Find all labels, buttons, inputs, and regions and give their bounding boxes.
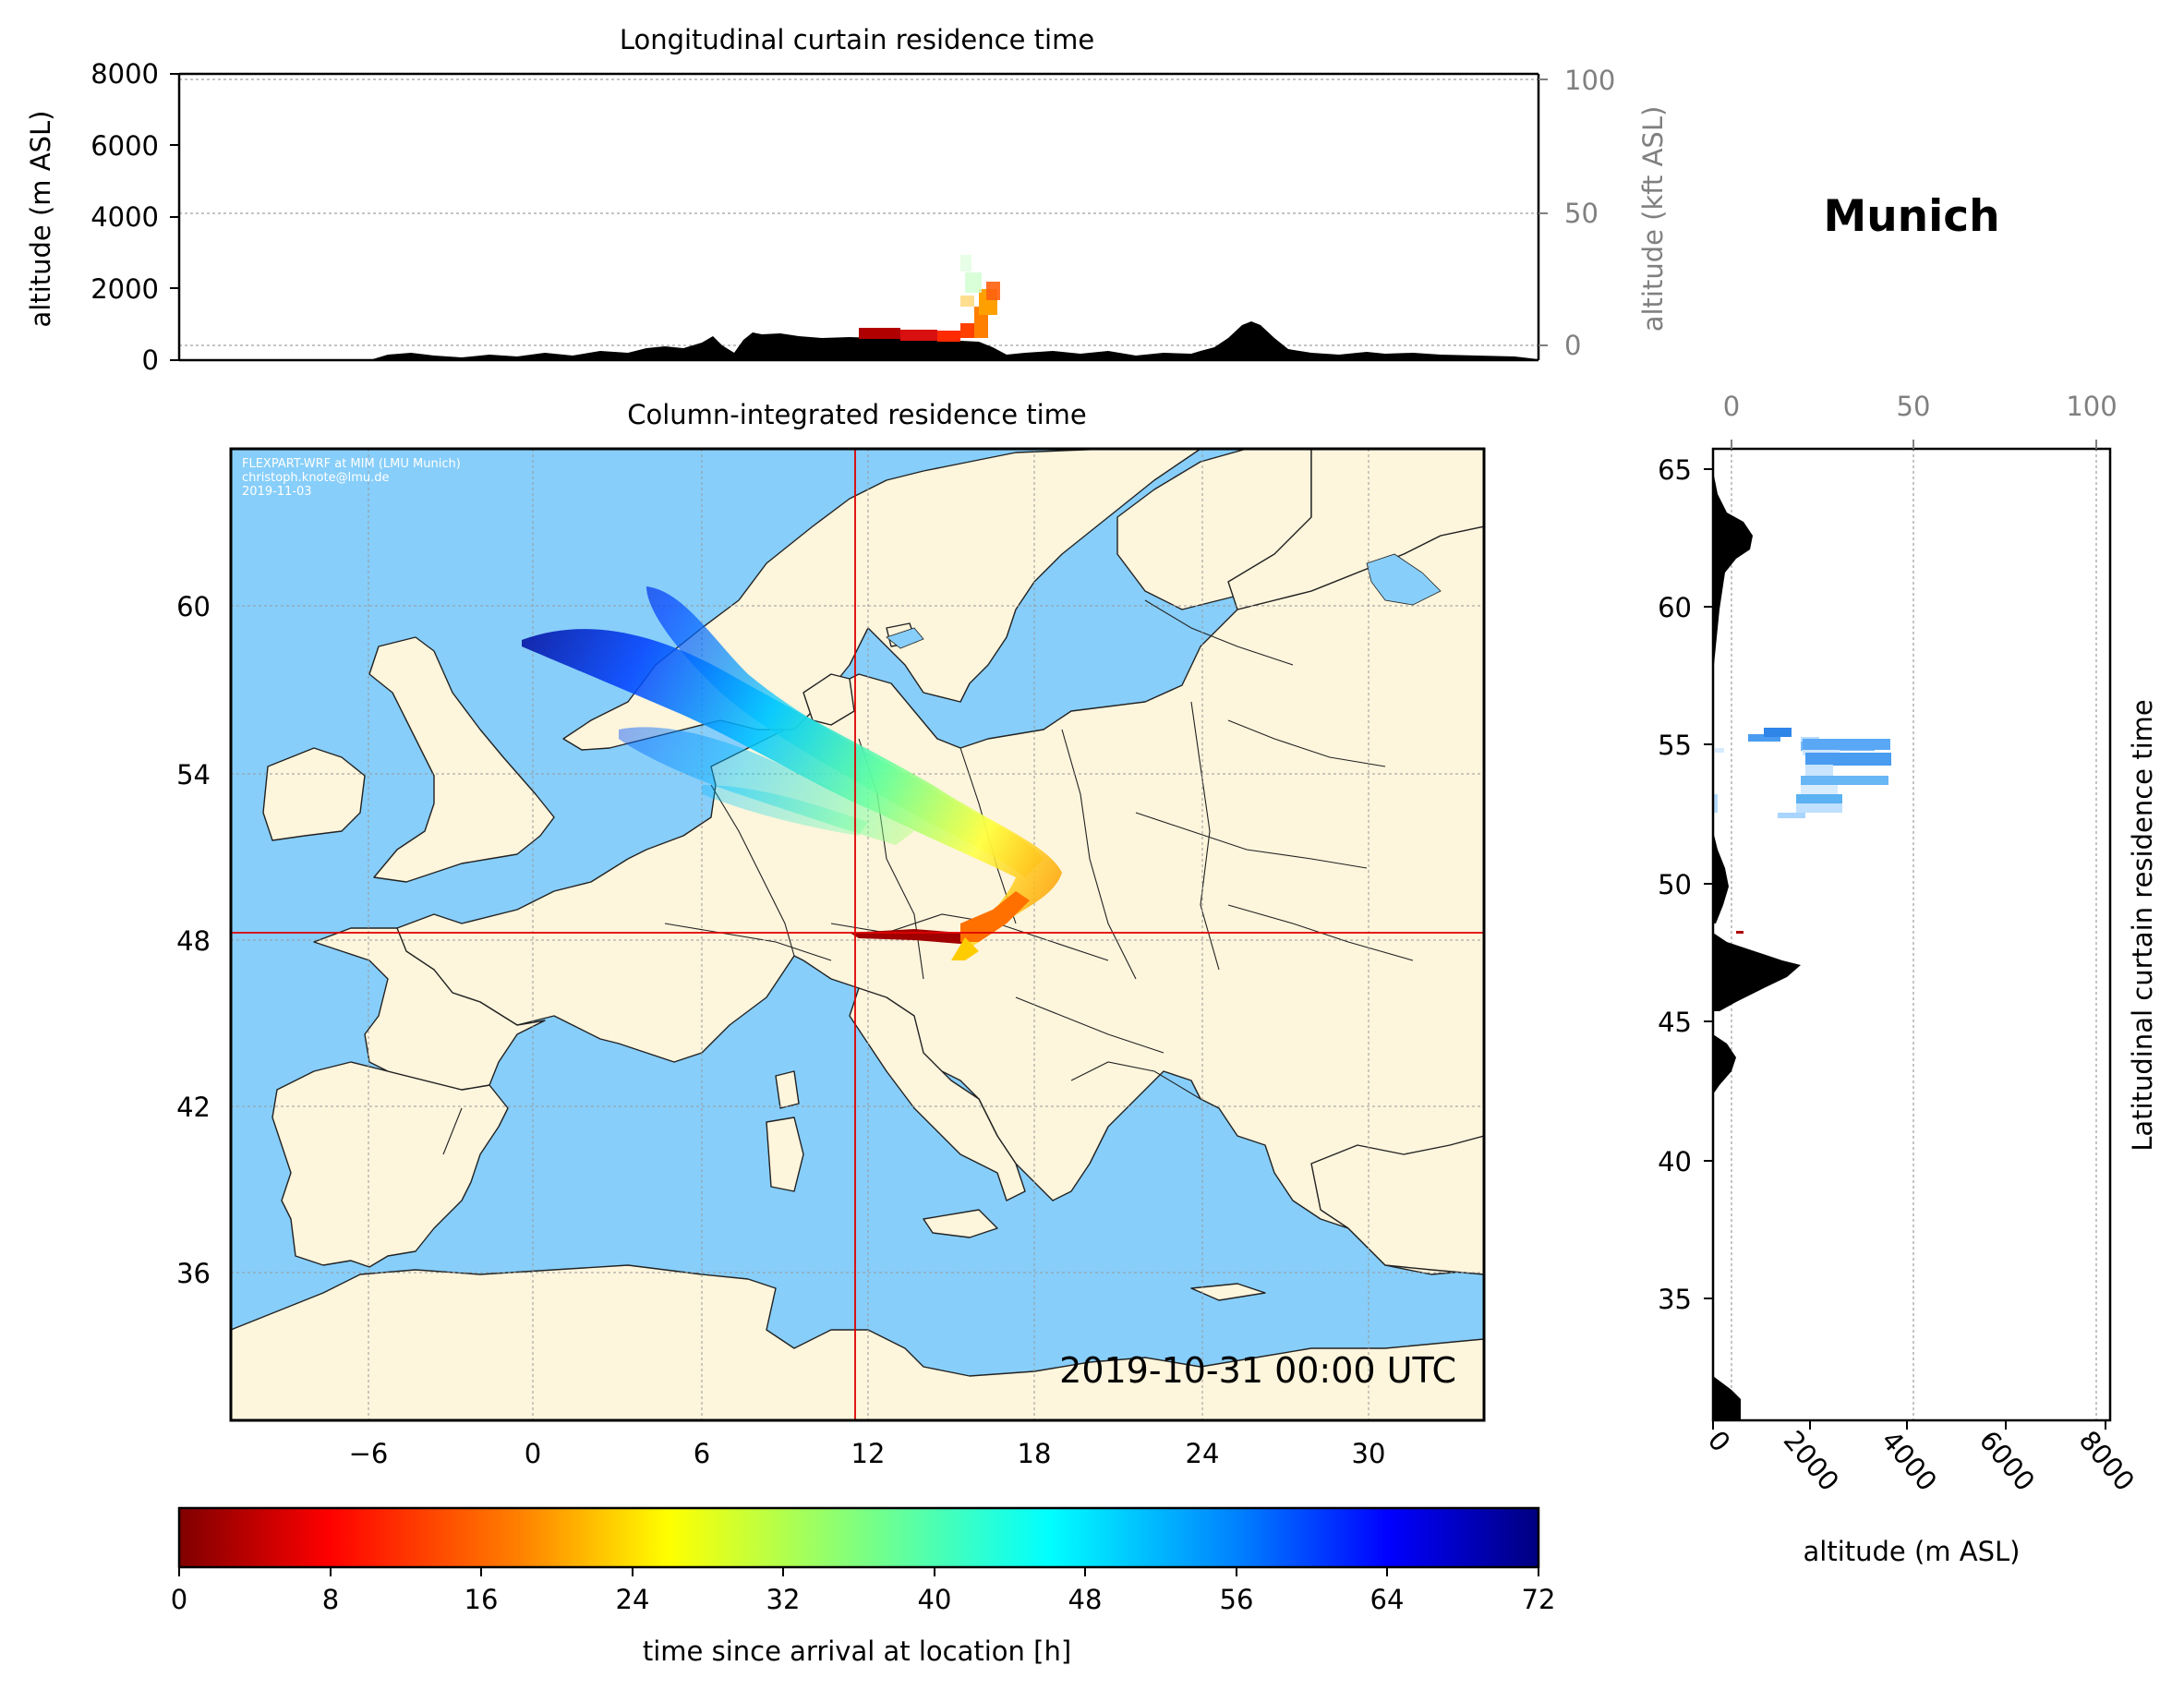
top-right-ytick: 100 — [1564, 65, 1615, 96]
side-panel: 0 50 100 35 40 45 50 55 60 65 — [1658, 391, 2158, 1567]
map-xtick: 24 — [1186, 1438, 1220, 1469]
colorbar-tick: 40 — [918, 1584, 952, 1615]
side-top-xticks: 0 50 100 — [1723, 391, 2118, 449]
colorbar-tick: 32 — [766, 1584, 801, 1615]
colorbar-gradient — [177, 1506, 1540, 1569]
map-credits: FLEXPART-WRF at MIM (LMU Munich) christo… — [242, 457, 461, 499]
latitudinal-residence — [1713, 728, 1891, 934]
colorbar-tick: 72 — [1522, 1584, 1556, 1615]
colorbar-tick: 0 — [171, 1584, 187, 1615]
top-left-yticks: 0 2000 4000 6000 8000 — [90, 58, 179, 376]
side-xlabel: altitude (m ASL) — [1804, 1536, 2021, 1567]
map-xticks: −6 0 6 12 18 24 30 — [349, 1438, 1386, 1469]
lakes — [886, 553, 1442, 649]
residence-plume — [522, 586, 1062, 960]
map-ytick: 42 — [176, 1092, 211, 1123]
top-right-yticks: 0 50 100 — [1538, 65, 1615, 361]
map-xtick: 18 — [1018, 1438, 1052, 1469]
side-top-xtick: 0 — [1723, 391, 1740, 422]
side-panel-frame — [1711, 447, 2112, 1422]
side-ytick: 55 — [1658, 730, 1692, 761]
map-panel: Column-integrated residence time — [176, 399, 1486, 1469]
colorbar-tick: 8 — [322, 1584, 339, 1615]
side-bottom-xtick: 2000 — [1778, 1425, 1845, 1497]
location-title: Munich — [1823, 191, 1999, 242]
colorbar-tick: 16 — [465, 1584, 499, 1615]
top-panel-frame — [179, 74, 1538, 360]
colorbar-ticks: 0 8 16 24 32 40 48 56 64 72 — [171, 1567, 1556, 1615]
credit-line: FLEXPART-WRF at MIM (LMU Munich) — [242, 457, 461, 471]
timestamp: 2019-10-31 00:00 UTC — [1059, 1350, 1456, 1391]
top-panel: Longitudinal curtain residence time — [25, 24, 1669, 376]
map-ytick: 60 — [176, 591, 211, 622]
side-bottom-xticks: 0 2000 4000 6000 8000 — [1702, 1420, 2141, 1497]
side-bottom-xtick: 4000 — [1876, 1425, 1943, 1497]
side-top-xtick: 50 — [1897, 391, 1931, 422]
map-yticks: 36 42 48 54 60 — [176, 591, 211, 1289]
top-right-ytick: 0 — [1564, 330, 1581, 361]
side-bottom-xtick: 6000 — [1973, 1425, 2041, 1497]
credit-line: 2019-11-03 — [242, 485, 312, 499]
side-top-xtick: 100 — [2066, 391, 2117, 422]
map-panel-title: Column-integrated residence time — [627, 399, 1087, 430]
colorbar-tick: 24 — [616, 1584, 650, 1615]
colorbar-tick: 64 — [1370, 1584, 1405, 1615]
map-ytick: 36 — [176, 1258, 211, 1289]
map-xtick: 12 — [851, 1438, 886, 1469]
side-ytick: 50 — [1658, 869, 1692, 900]
side-ytick: 40 — [1658, 1146, 1692, 1177]
map-frame — [229, 447, 1486, 1422]
top-ylabel-right: altitude (kft ASL) — [1637, 106, 1669, 332]
top-ytick: 2000 — [90, 273, 159, 305]
top-ytick: 4000 — [90, 201, 159, 233]
side-ytick: 60 — [1658, 592, 1692, 623]
longitudinal-residence — [859, 255, 1000, 342]
map-xtick: −6 — [349, 1438, 389, 1469]
map-xtick: 30 — [1352, 1438, 1386, 1469]
colorbar: 0 8 16 24 32 40 48 56 64 72 time since a… — [171, 1506, 1556, 1667]
side-ytick: 65 — [1658, 454, 1692, 486]
top-ytick: 0 — [142, 344, 159, 376]
side-bottom-xtick: 0 — [1702, 1425, 1737, 1458]
top-ytick: 8000 — [90, 58, 159, 90]
side-ytick: 45 — [1658, 1007, 1692, 1038]
land — [231, 449, 1484, 1420]
top-right-ytick: 50 — [1564, 198, 1599, 229]
terrain-latitudinal — [1713, 449, 1801, 1420]
map-ytick: 54 — [176, 759, 211, 791]
side-panel-title: Latitudinal curtain residence time — [2127, 699, 2158, 1152]
map-xtick: 0 — [525, 1438, 541, 1469]
colorbar-label: time since arrival at location [h] — [643, 1636, 1071, 1667]
map-ytick: 48 — [176, 925, 211, 957]
side-yticks: 35 40 45 50 55 60 65 — [1658, 454, 1713, 1315]
terrain-longitudinal — [179, 321, 1538, 360]
colorbar-tick: 48 — [1068, 1584, 1103, 1615]
top-panel-title: Longitudinal curtain residence time — [620, 24, 1094, 55]
top-ylabel-left: altitude (m ASL) — [25, 111, 56, 328]
top-ytick: 6000 — [90, 130, 159, 162]
map-xtick: 6 — [694, 1438, 710, 1469]
side-bottom-xtick: 8000 — [2073, 1425, 2141, 1497]
side-ytick: 35 — [1658, 1284, 1692, 1315]
colorbar-tick: 56 — [1220, 1584, 1254, 1615]
credit-line: christoph.knote@lmu.de — [242, 471, 390, 485]
